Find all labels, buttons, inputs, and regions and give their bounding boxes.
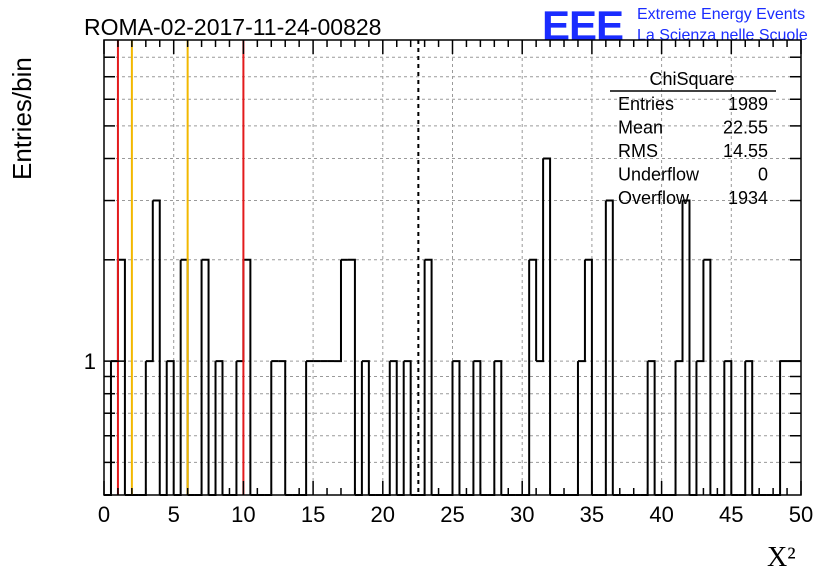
histogram-bin [570,361,579,496]
y-tick-label: 1 [84,349,96,374]
histogram-bin [445,361,454,496]
histogram-bin [773,361,782,496]
histogram-bin [689,361,698,496]
histogram-bin [529,258,538,362]
histogram-bin [201,258,210,495]
histogram-bin [745,360,754,495]
histogram-bin [173,259,182,496]
stats-box: ChiSquare Entries 1989 Mean 22.55 RMS 14.55 Un… [610,69,776,208]
histogram-bin [166,360,175,495]
histogram-bin [389,360,398,495]
histogram-bin [145,200,154,363]
histogram-bin [424,258,433,495]
stats-row-label: Underflow [618,165,700,185]
logo-mark: EEE [542,2,623,49]
x-axis-label: X² [767,542,796,572]
histogram-bin [208,361,217,496]
histogram-bin [473,360,482,495]
x-axis-ticks: 0 5 10 15 20 25 30 35 40 45 50 [98,40,813,527]
histogram-bin [299,361,308,496]
histogram-bin [494,360,503,495]
stats-row-value: 0 [758,165,768,185]
x-tick-label: 35 [580,502,604,527]
stats-rows: Entries 1989 Mean 22.55 RMS 14.55 Underflow 0 Ov… [618,94,768,208]
x-tick-label: 45 [719,502,743,527]
stats-row-label: RMS [618,141,658,161]
y-axis-label: Entries/bin [7,57,37,180]
histogram-bin [577,259,586,363]
histogram-bin [738,361,747,496]
histogram-bin [194,259,203,496]
reference-lines [116,40,420,495]
histogram-bin [117,258,126,495]
x-tick-label: 25 [440,502,464,527]
histogram-bin [382,361,391,496]
histogram-bin [466,361,475,496]
histogram-bin [717,361,726,496]
histogram-bin [396,361,405,496]
histogram-bin [640,361,649,496]
histogram-bin [598,200,607,496]
histogram-bin [668,361,677,496]
x-tick-label: 20 [371,502,395,527]
x-tick-label: 50 [789,502,813,527]
histogram-bin [724,360,733,495]
histogram-bin [543,157,552,495]
histogram-bin [452,360,461,495]
histogram-bin [243,258,252,495]
stats-row-value: 22.55 [723,118,768,138]
histogram-bin [152,199,161,495]
stats-title: ChiSquare [649,69,734,89]
histogram-bin [215,360,224,495]
histogram-bin [138,361,147,496]
histogram-bin [703,258,712,495]
histogram-bin [264,361,273,496]
histogram-bin [229,361,238,496]
histogram-bin [605,199,614,495]
histogram-bin [278,360,287,495]
histogram-bin [682,199,691,495]
x-tick-label: 30 [510,502,534,527]
histogram-bin [696,259,705,363]
histogram-bin [104,361,112,496]
stats-row-label: Overflow [618,188,690,208]
histogram-bin [584,258,593,495]
stats-row-label: Mean [618,118,663,138]
histogram-bin [487,361,496,496]
logo-line1: Extreme Energy Events [637,6,805,23]
x-tick-label: 5 [168,502,180,527]
stats-row-value: 14.55 [723,141,768,161]
x-tick-label: 10 [231,502,255,527]
histogram-bin [159,361,168,496]
x-tick-label: 15 [301,502,325,527]
histogram-bin [236,259,245,363]
histogram-bin [347,258,356,495]
histogram-bin [180,258,189,495]
chart-title: ROMA-02-2017-11-24-00828 [84,14,381,40]
histogram-bin [647,360,656,495]
histogram-bin [334,259,342,363]
logo-line2: La Scienza nelle Scuole [637,27,808,44]
histogram-bin [361,360,370,495]
histogram-bin [675,200,684,363]
stats-row-value: 1989 [728,94,768,114]
y-axis-ticks: 1 [84,56,801,464]
histogram-bin [536,158,545,363]
histogram-bin [522,259,531,496]
x-tick-label: 40 [649,502,673,527]
histogram-bin [110,259,119,363]
stats-row-label: Entries [618,94,674,114]
histogram-bin [354,361,363,496]
x-tick-label: 0 [98,502,110,527]
histogram-bin [403,360,412,495]
stats-row-value: 1934 [728,188,768,208]
